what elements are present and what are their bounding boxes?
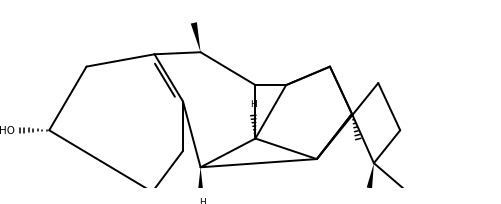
Text: H: H bbox=[199, 197, 206, 204]
Polygon shape bbox=[191, 23, 200, 53]
Text: H: H bbox=[250, 100, 257, 109]
Text: HO: HO bbox=[0, 126, 16, 136]
Polygon shape bbox=[367, 163, 374, 188]
Polygon shape bbox=[198, 167, 203, 192]
